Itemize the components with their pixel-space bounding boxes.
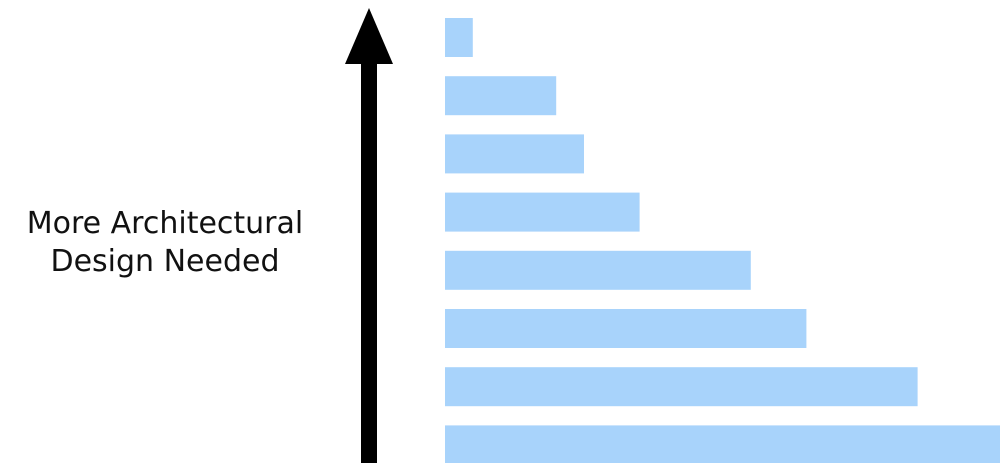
bar-2 <box>445 76 557 116</box>
axis-label-line-1: More Architectural <box>26 206 304 241</box>
arrow-shaft <box>361 58 377 463</box>
bar-5 <box>445 250 751 290</box>
bars <box>445 18 1000 463</box>
bar-8 <box>445 425 1000 463</box>
bar-6 <box>445 309 807 348</box>
bar-3 <box>445 134 584 174</box>
axis-label: More Architectural Design Needed <box>0 205 330 281</box>
arrow-head <box>345 8 393 64</box>
bar-7 <box>445 367 918 407</box>
bar-1 <box>445 18 473 57</box>
up-arrow-icon <box>345 8 393 463</box>
axis-label-line-2: Design Needed <box>50 244 280 279</box>
bar-4 <box>445 192 640 232</box>
